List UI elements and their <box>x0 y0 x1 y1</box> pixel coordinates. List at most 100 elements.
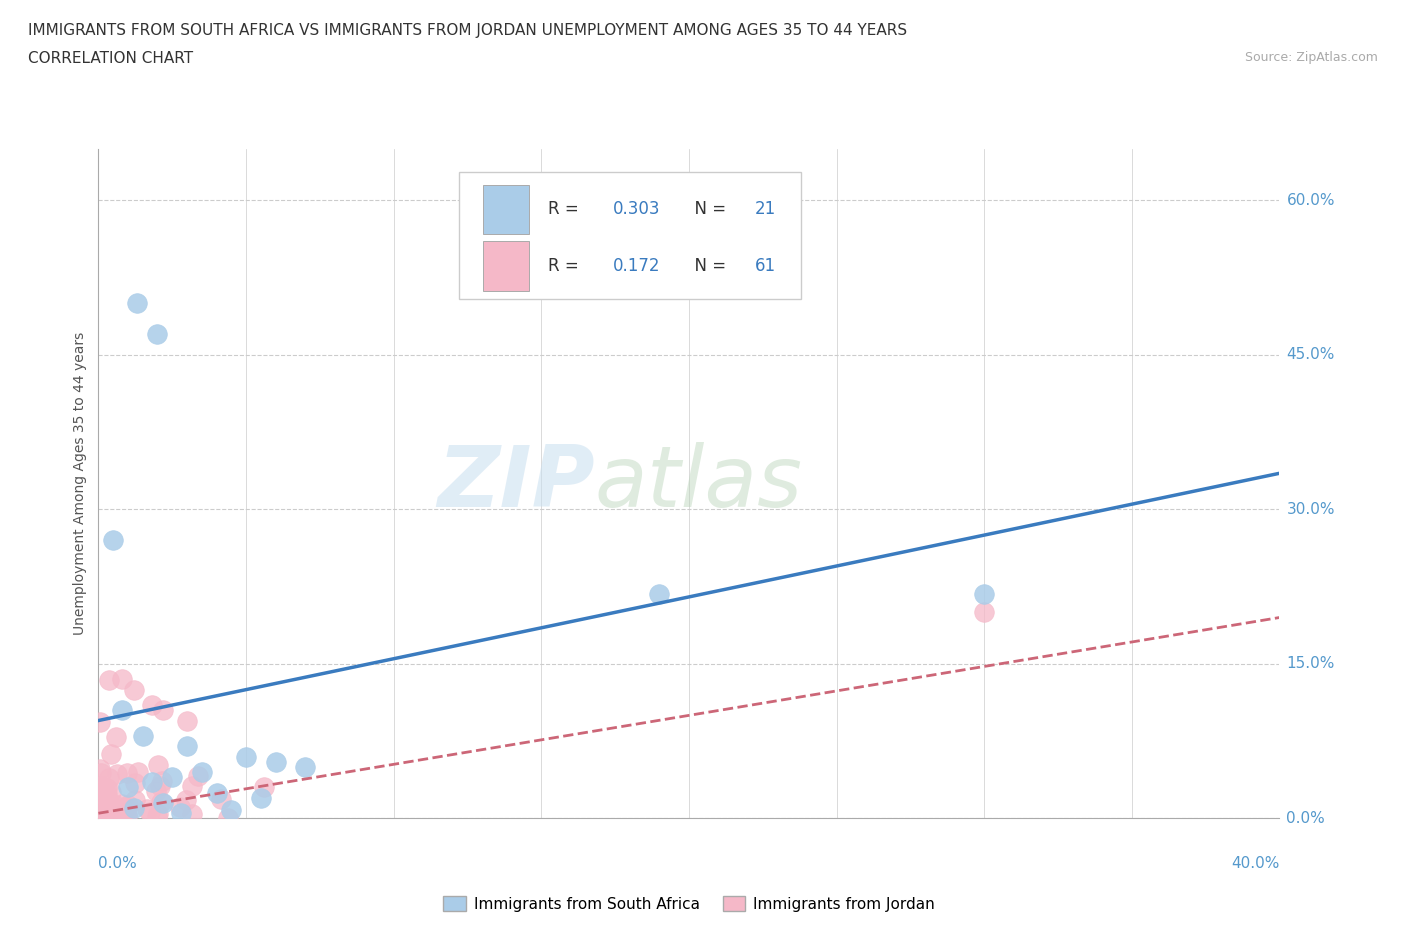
Point <box>122 683 145 698</box>
Point <box>169 800 191 815</box>
Point <box>174 792 197 807</box>
Point <box>96 790 118 805</box>
Point <box>148 806 170 821</box>
Point <box>87 785 110 800</box>
Point <box>111 802 134 817</box>
Point <box>96 780 118 795</box>
Point <box>110 804 132 818</box>
Point <box>146 809 169 824</box>
Point <box>96 806 118 821</box>
Legend: Immigrants from South Africa, Immigrants from Jordan: Immigrants from South Africa, Immigrants… <box>437 890 941 918</box>
Y-axis label: Unemployment Among Ages 35 to 44 years: Unemployment Among Ages 35 to 44 years <box>73 332 87 635</box>
Point <box>97 795 120 810</box>
Point <box>294 760 316 775</box>
Text: 45.0%: 45.0% <box>1286 347 1334 363</box>
Point <box>181 778 204 793</box>
Point <box>115 808 138 823</box>
Point <box>110 804 132 818</box>
Point <box>105 766 128 781</box>
Point <box>146 757 169 772</box>
Point <box>141 775 163 790</box>
Point <box>87 780 110 795</box>
Point <box>139 805 162 820</box>
Point <box>117 780 139 795</box>
Point <box>162 770 183 785</box>
Point <box>146 326 169 341</box>
Text: CORRELATION CHART: CORRELATION CHART <box>28 51 193 66</box>
Point <box>96 787 118 802</box>
Point <box>124 792 146 807</box>
Point <box>149 794 172 809</box>
Point <box>132 728 155 743</box>
FancyBboxPatch shape <box>484 241 530 291</box>
FancyBboxPatch shape <box>458 172 801 299</box>
Text: 30.0%: 30.0% <box>1286 502 1334 517</box>
Text: Source: ZipAtlas.com: Source: ZipAtlas.com <box>1244 51 1378 64</box>
Point <box>219 803 242 817</box>
Point <box>94 802 117 817</box>
Point <box>90 810 112 825</box>
Point <box>150 773 173 788</box>
Point <box>152 795 174 810</box>
Point <box>122 801 145 816</box>
Point <box>125 296 148 311</box>
Point <box>117 797 139 812</box>
Point <box>253 779 276 794</box>
Point <box>105 729 128 744</box>
FancyBboxPatch shape <box>484 184 530 234</box>
Text: 60.0%: 60.0% <box>1286 193 1334 207</box>
Text: 40.0%: 40.0% <box>1232 856 1279 870</box>
Point <box>136 802 159 817</box>
Point <box>89 714 111 729</box>
Point <box>209 791 232 806</box>
Point <box>91 804 114 819</box>
Point <box>115 808 138 823</box>
Point <box>93 808 115 823</box>
Point <box>152 703 174 718</box>
Point <box>141 698 163 712</box>
Point <box>114 802 136 817</box>
Text: 15.0%: 15.0% <box>1286 657 1334 671</box>
Point <box>205 785 228 800</box>
Point <box>145 784 167 799</box>
Text: 0.172: 0.172 <box>613 257 661 275</box>
Point <box>89 762 111 777</box>
Text: N =: N = <box>685 257 731 275</box>
Text: N =: N = <box>685 200 731 219</box>
Point <box>973 587 995 602</box>
Text: 61: 61 <box>755 257 776 275</box>
Point <box>103 533 125 548</box>
Point <box>648 587 671 602</box>
Point <box>104 806 127 821</box>
Point <box>176 713 198 728</box>
Text: 0.0%: 0.0% <box>1286 811 1326 826</box>
Point <box>97 771 120 786</box>
Text: 0.0%: 0.0% <box>98 856 138 870</box>
Text: atlas: atlas <box>595 442 803 525</box>
Point <box>100 747 122 762</box>
Point <box>187 768 209 783</box>
Point <box>104 797 127 812</box>
Point <box>111 796 134 811</box>
Text: R =: R = <box>548 257 589 275</box>
Point <box>111 703 134 718</box>
Point <box>181 806 204 821</box>
Point <box>115 804 138 819</box>
Text: R =: R = <box>548 200 585 219</box>
Point <box>217 811 239 826</box>
Point <box>250 790 273 805</box>
Point <box>91 778 114 793</box>
Point <box>115 765 138 780</box>
Point <box>176 738 198 753</box>
Point <box>235 750 257 764</box>
Point <box>124 776 146 790</box>
Point <box>149 778 172 793</box>
Point <box>127 764 149 779</box>
Point <box>191 764 214 779</box>
Text: IMMIGRANTS FROM SOUTH AFRICA VS IMMIGRANTS FROM JORDAN UNEMPLOYMENT AMONG AGES 3: IMMIGRANTS FROM SOUTH AFRICA VS IMMIGRAN… <box>28 23 907 38</box>
Text: 0.303: 0.303 <box>613 200 661 219</box>
Point <box>111 671 134 686</box>
Point <box>170 805 193 820</box>
Text: 21: 21 <box>755 200 776 219</box>
Point <box>90 765 112 780</box>
